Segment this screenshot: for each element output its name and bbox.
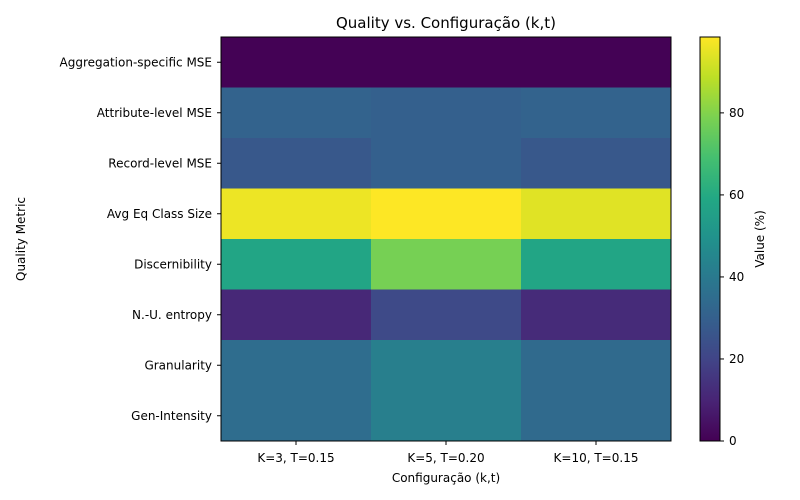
colorbar-tick-label: 60 [729,188,744,202]
heatmap-cell [371,87,522,139]
heatmap-cell [221,87,372,139]
y-tick-label: Record-level MSE [108,156,212,170]
heatmap-cell [521,239,672,290]
x-tick-label: K=5, T=0.20 [407,451,484,465]
y-tick-label: Gen-Intensity [131,409,212,423]
colorbar-label: Value (%) [753,210,767,268]
heatmap-cell [221,188,372,240]
heatmap-cell [371,138,522,189]
heatmap-cell [521,390,672,442]
y-tick-label: Avg Eq Class Size [107,207,212,221]
heatmap-cell [221,138,372,189]
colorbar-tick-label: 20 [729,352,744,366]
x-axis: K=3, T=0.15 K=5, T=0.20 K=10, T=0.15 [257,441,638,465]
heatmap-cell [371,340,522,391]
chart-title: Quality vs. Configuração (k,t) [336,14,556,32]
y-tick-label: N.-U. entropy [132,308,212,322]
colorbar-tick-label: 0 [729,434,737,448]
y-tick-label: Attribute-level MSE [97,106,212,120]
heatmap-cell [371,37,522,88]
heatmap-cell [521,340,672,391]
heatmap-cell [521,289,672,341]
y-tick-label: Discernibility [134,257,212,271]
heatmap-cell [221,390,372,442]
colorbar-axis: 0 20 40 60 80 [720,106,744,448]
x-tick-label: K=10, T=0.15 [554,451,639,465]
x-axis-label: Configuração (k,t) [392,471,500,485]
colorbar-tick-label: 80 [729,106,744,120]
x-tick-label: K=3, T=0.15 [257,451,334,465]
colorbar-tick-label: 40 [729,270,744,284]
heatmap-cell [221,37,372,88]
y-axis-label: Quality Metric [14,197,28,281]
heatmap-cell [521,188,672,240]
y-axis: Aggregation-specific MSE Attribute-level … [60,55,221,423]
heatmap-cell [221,340,372,391]
heatmap-cell [521,87,672,139]
y-tick-label: Granularity [144,358,212,372]
heatmap-cell [371,390,522,442]
heatmap-cell [371,289,522,341]
heatmap-cell [521,138,672,189]
y-tick-label: Aggregation-specific MSE [60,55,213,69]
heatmap-cell [371,188,522,240]
heatmap-cell [221,239,372,290]
heatmap-cell [521,37,672,88]
heatmap-cell [221,289,372,341]
colorbar [699,36,721,442]
heatmap-cell [371,239,522,290]
heatmap-cells [221,37,672,442]
